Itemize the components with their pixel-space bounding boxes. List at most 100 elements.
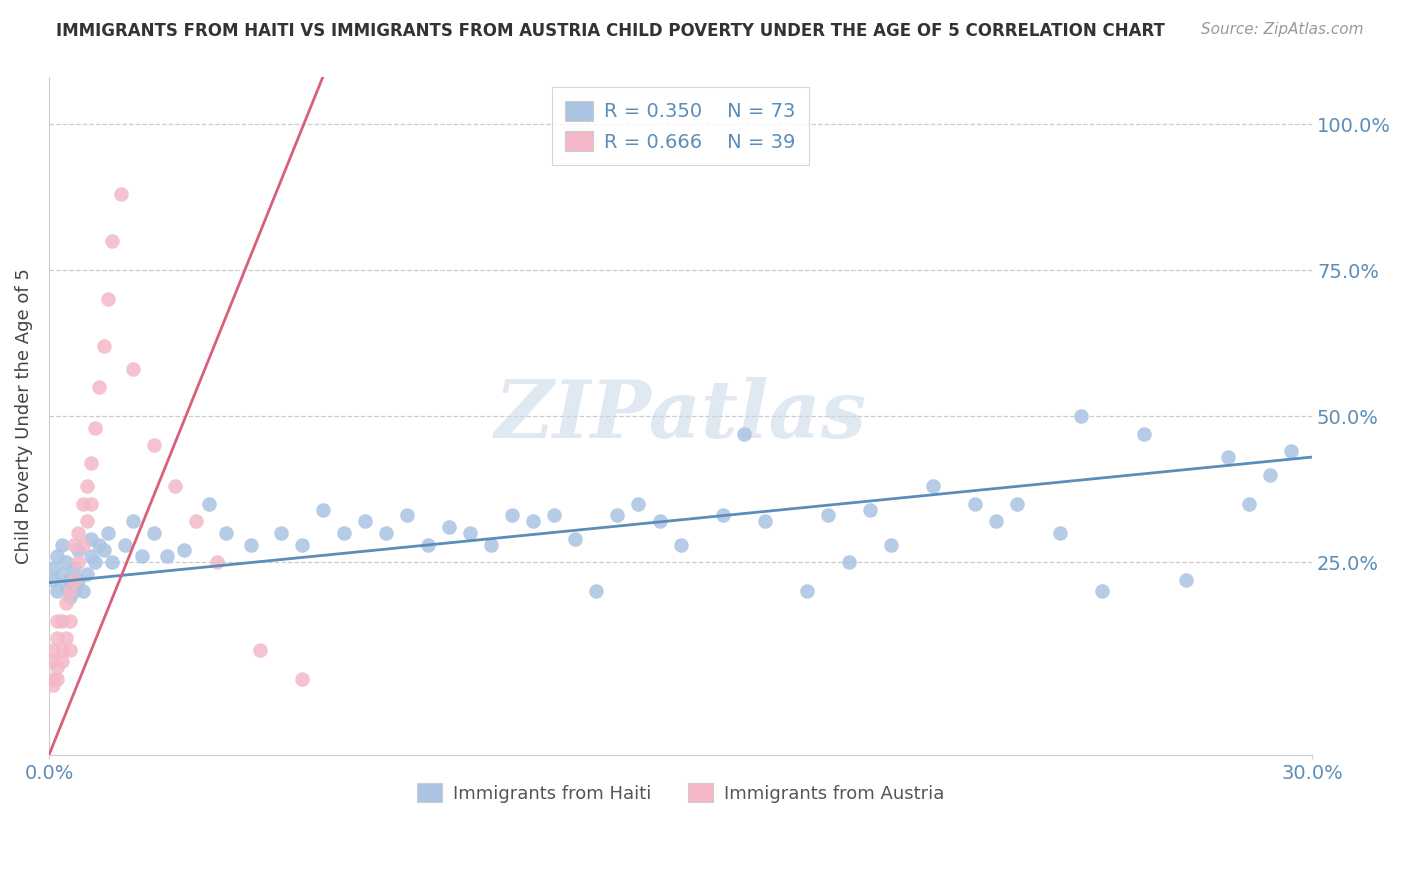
Point bbox=[627, 497, 650, 511]
Point bbox=[110, 187, 132, 202]
Point bbox=[51, 566, 73, 581]
Point bbox=[131, 549, 153, 564]
Point bbox=[42, 561, 65, 575]
Point bbox=[46, 549, 69, 564]
Point bbox=[648, 514, 671, 528]
Point bbox=[76, 566, 98, 581]
Point bbox=[796, 584, 818, 599]
Point bbox=[240, 538, 263, 552]
Point bbox=[522, 514, 544, 528]
Point bbox=[80, 549, 103, 564]
Point bbox=[564, 532, 586, 546]
Point bbox=[186, 514, 208, 528]
Point bbox=[1216, 450, 1239, 464]
Point bbox=[838, 555, 860, 569]
Point bbox=[156, 549, 179, 564]
Text: ZIPatlas: ZIPatlas bbox=[495, 377, 866, 455]
Point bbox=[72, 584, 94, 599]
Point bbox=[80, 532, 103, 546]
Point bbox=[270, 526, 292, 541]
Point bbox=[173, 543, 195, 558]
Point bbox=[63, 584, 86, 599]
Point bbox=[965, 497, 987, 511]
Point bbox=[1279, 444, 1302, 458]
Point bbox=[1091, 584, 1114, 599]
Point bbox=[51, 655, 73, 669]
Point bbox=[1237, 497, 1260, 511]
Point bbox=[55, 555, 77, 569]
Point bbox=[67, 526, 90, 541]
Point bbox=[585, 584, 607, 599]
Point bbox=[754, 514, 776, 528]
Point bbox=[606, 508, 628, 523]
Point bbox=[986, 514, 1008, 528]
Point bbox=[63, 538, 86, 552]
Point bbox=[76, 479, 98, 493]
Point bbox=[72, 497, 94, 511]
Point bbox=[122, 514, 145, 528]
Point bbox=[374, 526, 396, 541]
Point bbox=[416, 538, 439, 552]
Point bbox=[395, 508, 418, 523]
Point bbox=[215, 526, 238, 541]
Point bbox=[46, 672, 69, 686]
Point bbox=[859, 502, 882, 516]
Point bbox=[543, 508, 565, 523]
Legend: Immigrants from Haiti, Immigrants from Austria: Immigrants from Haiti, Immigrants from A… bbox=[406, 772, 955, 814]
Point bbox=[880, 538, 903, 552]
Point bbox=[501, 508, 523, 523]
Point bbox=[291, 538, 314, 552]
Point bbox=[89, 538, 111, 552]
Point bbox=[55, 578, 77, 592]
Point bbox=[458, 526, 481, 541]
Point bbox=[93, 339, 115, 353]
Point bbox=[114, 538, 136, 552]
Point bbox=[46, 631, 69, 645]
Point bbox=[59, 591, 82, 605]
Point bbox=[143, 438, 166, 452]
Point bbox=[1174, 573, 1197, 587]
Point bbox=[46, 584, 69, 599]
Point bbox=[46, 614, 69, 628]
Point bbox=[143, 526, 166, 541]
Point bbox=[93, 543, 115, 558]
Point bbox=[97, 293, 120, 307]
Point bbox=[479, 538, 502, 552]
Point bbox=[42, 573, 65, 587]
Point bbox=[817, 508, 839, 523]
Point bbox=[80, 456, 103, 470]
Point bbox=[59, 614, 82, 628]
Point bbox=[165, 479, 187, 493]
Point bbox=[437, 520, 460, 534]
Point bbox=[122, 362, 145, 376]
Point bbox=[80, 497, 103, 511]
Point bbox=[51, 614, 73, 628]
Point bbox=[63, 573, 86, 587]
Point bbox=[353, 514, 375, 528]
Text: IMMIGRANTS FROM HAITI VS IMMIGRANTS FROM AUSTRIA CHILD POVERTY UNDER THE AGE OF : IMMIGRANTS FROM HAITI VS IMMIGRANTS FROM… bbox=[56, 22, 1166, 40]
Point bbox=[51, 538, 73, 552]
Point bbox=[76, 514, 98, 528]
Point bbox=[67, 573, 90, 587]
Point bbox=[67, 555, 90, 569]
Point bbox=[101, 555, 124, 569]
Point bbox=[51, 642, 73, 657]
Point bbox=[922, 479, 945, 493]
Point bbox=[101, 234, 124, 248]
Point bbox=[59, 642, 82, 657]
Point bbox=[291, 672, 314, 686]
Point bbox=[59, 584, 82, 599]
Point bbox=[84, 555, 107, 569]
Point bbox=[72, 538, 94, 552]
Point bbox=[711, 508, 734, 523]
Point bbox=[669, 538, 692, 552]
Point bbox=[1007, 497, 1029, 511]
Text: Source: ZipAtlas.com: Source: ZipAtlas.com bbox=[1201, 22, 1364, 37]
Point bbox=[1070, 409, 1092, 424]
Point bbox=[89, 380, 111, 394]
Point bbox=[46, 660, 69, 674]
Point bbox=[249, 642, 271, 657]
Point bbox=[207, 555, 229, 569]
Point bbox=[42, 655, 65, 669]
Point bbox=[84, 421, 107, 435]
